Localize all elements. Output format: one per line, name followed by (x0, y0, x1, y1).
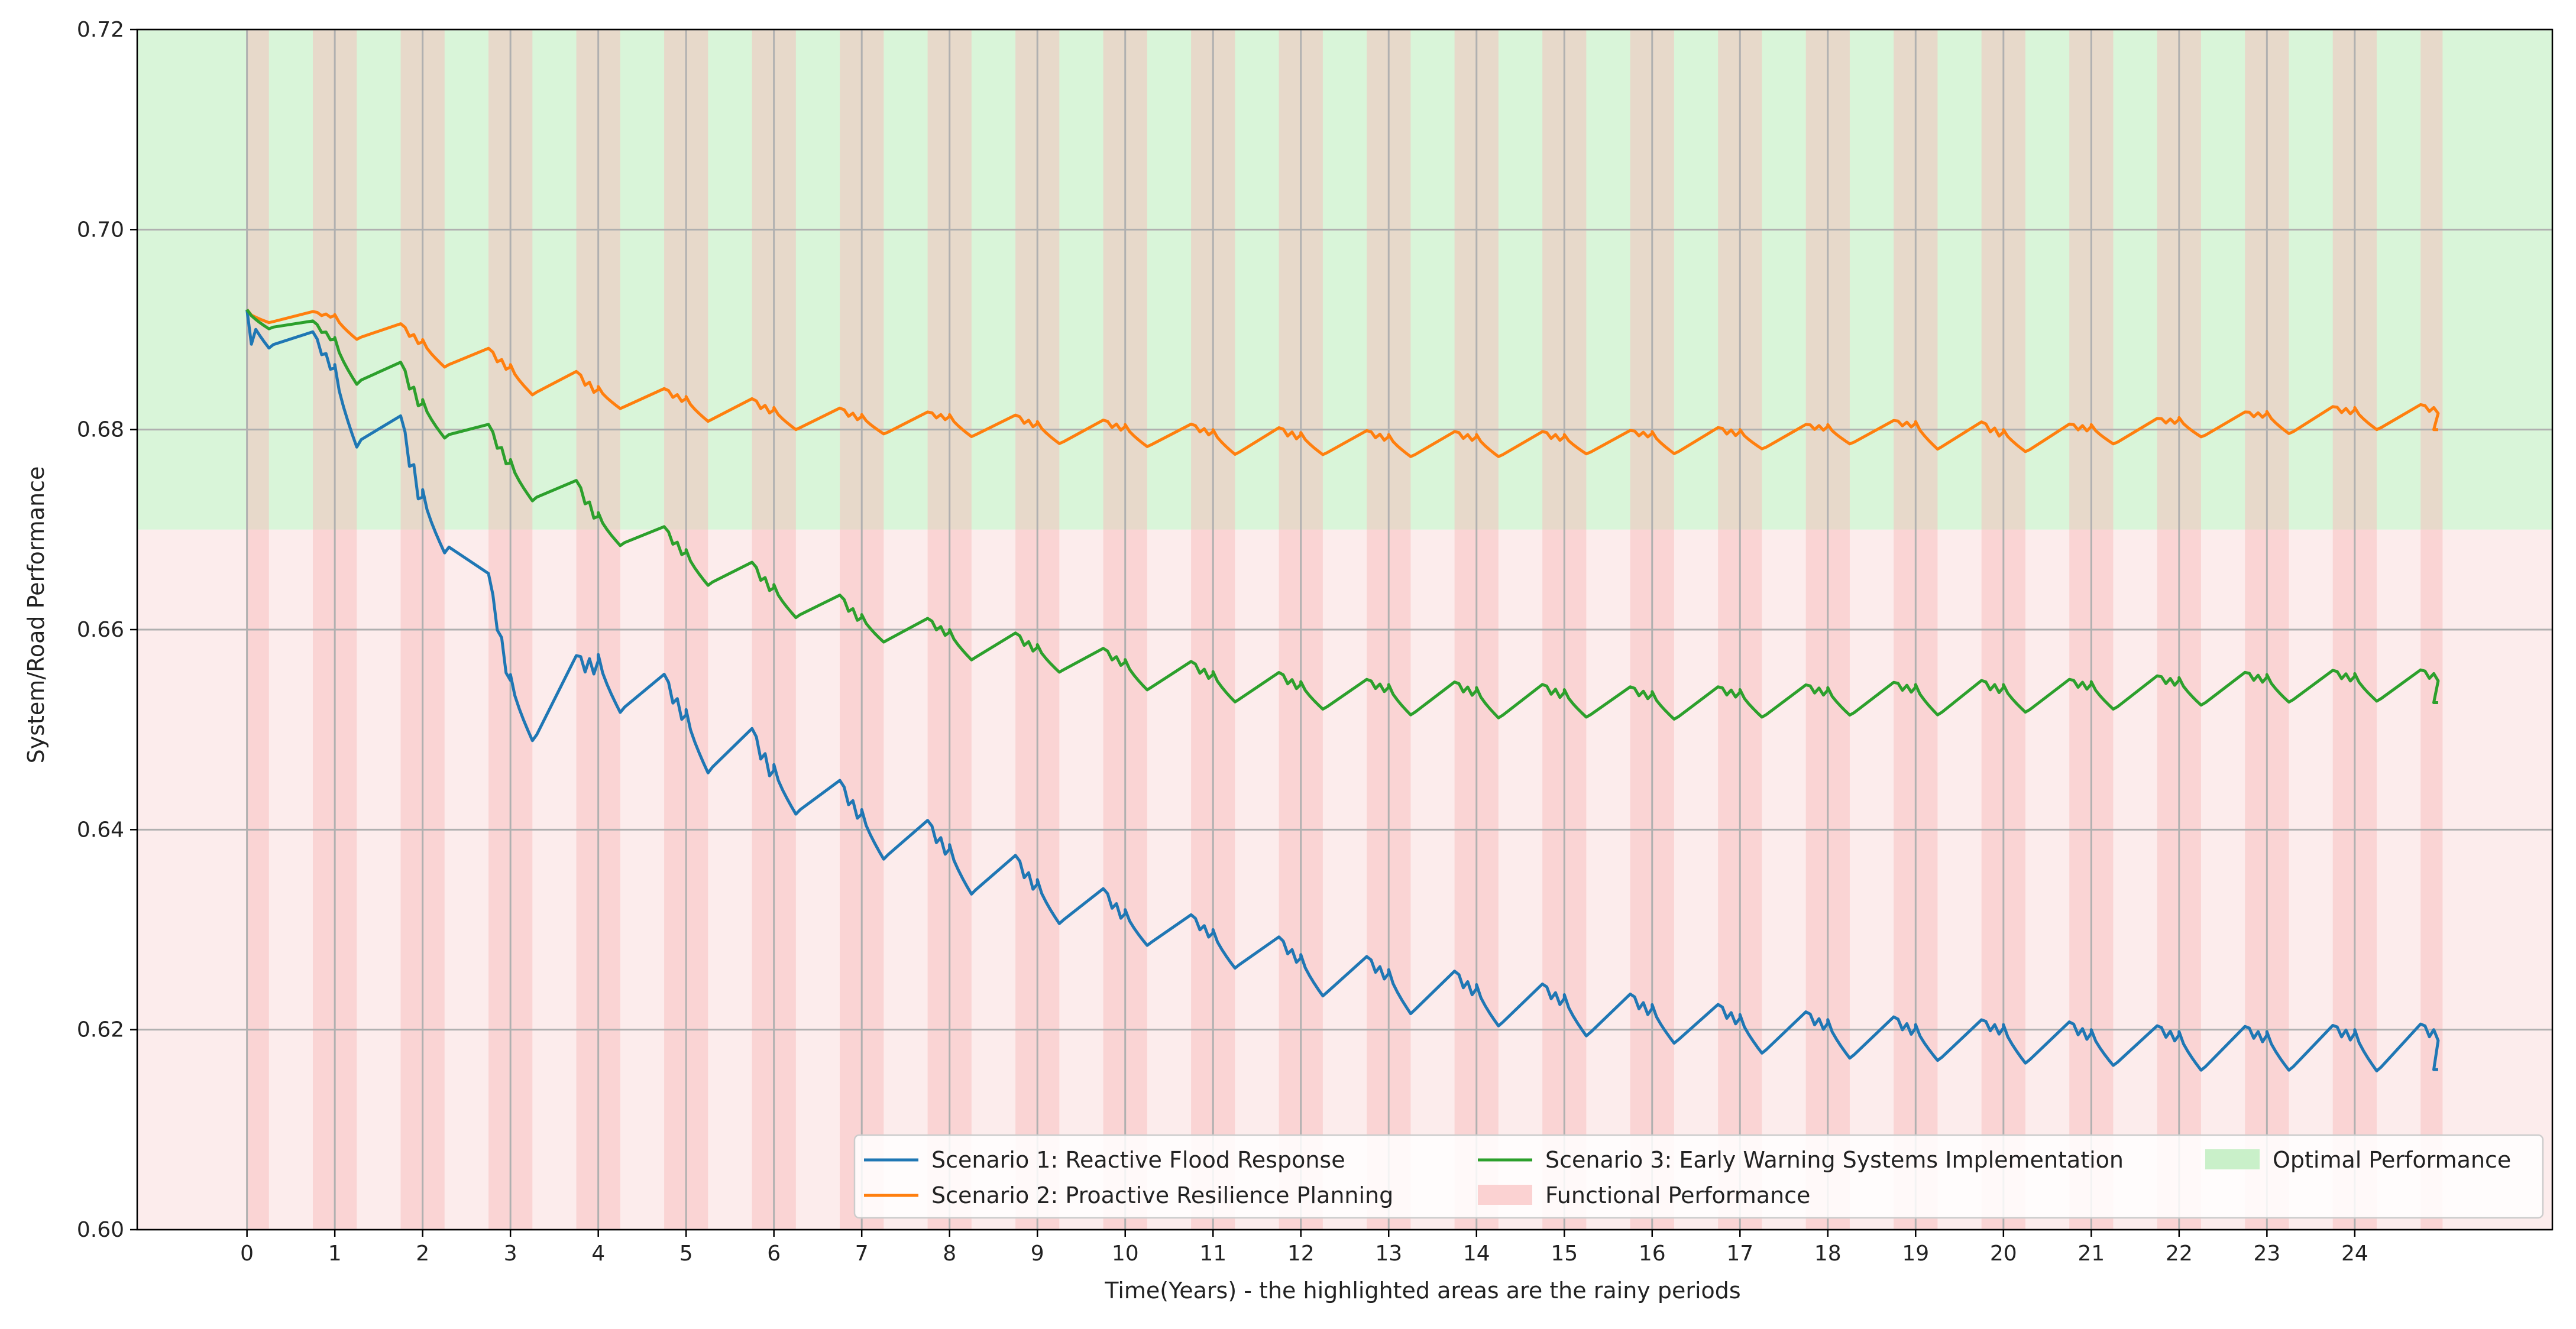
y-tick-label-2: 0.64 (77, 818, 124, 842)
series-line-2 (245, 309, 2440, 458)
performance-bands (137, 30, 2552, 1230)
x-tick-label-11: 11 (1199, 1242, 1226, 1266)
x-axis-label: Time(Years) - the highlighted areas are … (1104, 1278, 1740, 1304)
x-tick-label-16: 16 (1639, 1242, 1666, 1266)
x-tick-label-12: 12 (1287, 1242, 1315, 1266)
legend-swatch-4 (1478, 1185, 1532, 1205)
legend-label-2: Scenario 2: Proactive Resilience Plannin… (931, 1182, 1393, 1208)
x-tick-label-22: 22 (2166, 1242, 2193, 1266)
legend-label-3: Scenario 3: Early Warning Systems Implem… (1545, 1147, 2124, 1173)
grid-lines (137, 28, 2552, 1231)
optimal-performance-band (137, 30, 2552, 530)
x-tick-label-9: 9 (1031, 1242, 1044, 1266)
x-tick-label-10: 10 (1112, 1242, 1139, 1266)
x-tick-label-8: 8 (943, 1242, 956, 1266)
legend-label-1: Scenario 1: Reactive Flood Response (931, 1147, 1345, 1173)
x-tick-label-7: 7 (855, 1242, 869, 1266)
x-tick-label-14: 14 (1463, 1242, 1490, 1266)
x-tick-label-2: 2 (416, 1242, 429, 1266)
axis-ticks: 0 1 2 3 4 5 6 7 8 9 10 11 12 13 14 15 16 17 18 19 20 21 22 23 24… (77, 18, 2368, 1266)
legend-swatch-5 (2205, 1149, 2260, 1169)
x-tick-label-6: 6 (767, 1242, 781, 1266)
x-tick-label-21: 21 (2077, 1242, 2105, 1266)
x-tick-label-15: 15 (1551, 1242, 1578, 1266)
y-tick-label-0: 0.60 (77, 1218, 124, 1242)
legend-label-4: Functional Performance (1545, 1182, 1810, 1208)
y-tick-label-3: 0.66 (77, 618, 124, 642)
y-tick-label-6: 0.72 (77, 18, 124, 42)
series-line-3 (245, 309, 2440, 721)
x-tick-label-18: 18 (1814, 1242, 1842, 1266)
y-tick-label-5: 0.70 (77, 218, 124, 242)
legend-label-5: Optimal Performance (2273, 1147, 2511, 1173)
series-line-1 (245, 309, 2440, 1072)
x-tick-label-4: 4 (591, 1242, 605, 1266)
x-tick-label-5: 5 (679, 1242, 693, 1266)
x-tick-label-0: 0 (240, 1242, 254, 1266)
y-axis-label: System/Road Performance (23, 466, 49, 764)
y-tick-label-4: 0.68 (77, 418, 124, 442)
x-tick-label-1: 1 (328, 1242, 342, 1266)
x-tick-label-24: 24 (2341, 1242, 2368, 1266)
y-tick-label-1: 0.62 (77, 1018, 124, 1042)
x-tick-label-17: 17 (1726, 1242, 1753, 1266)
x-tick-label-20: 20 (1990, 1242, 2017, 1266)
functional-performance-band (137, 529, 2552, 1230)
x-tick-label-23: 23 (2253, 1242, 2280, 1266)
x-tick-label-3: 3 (504, 1242, 517, 1266)
legend-box (853, 1134, 2544, 1219)
x-tick-label-19: 19 (1902, 1242, 1929, 1266)
legend: Scenario 1: Reactive Flood Response Scena… (853, 1134, 2544, 1219)
series-lines (245, 309, 2440, 1072)
x-tick-label-13: 13 (1375, 1242, 1402, 1266)
